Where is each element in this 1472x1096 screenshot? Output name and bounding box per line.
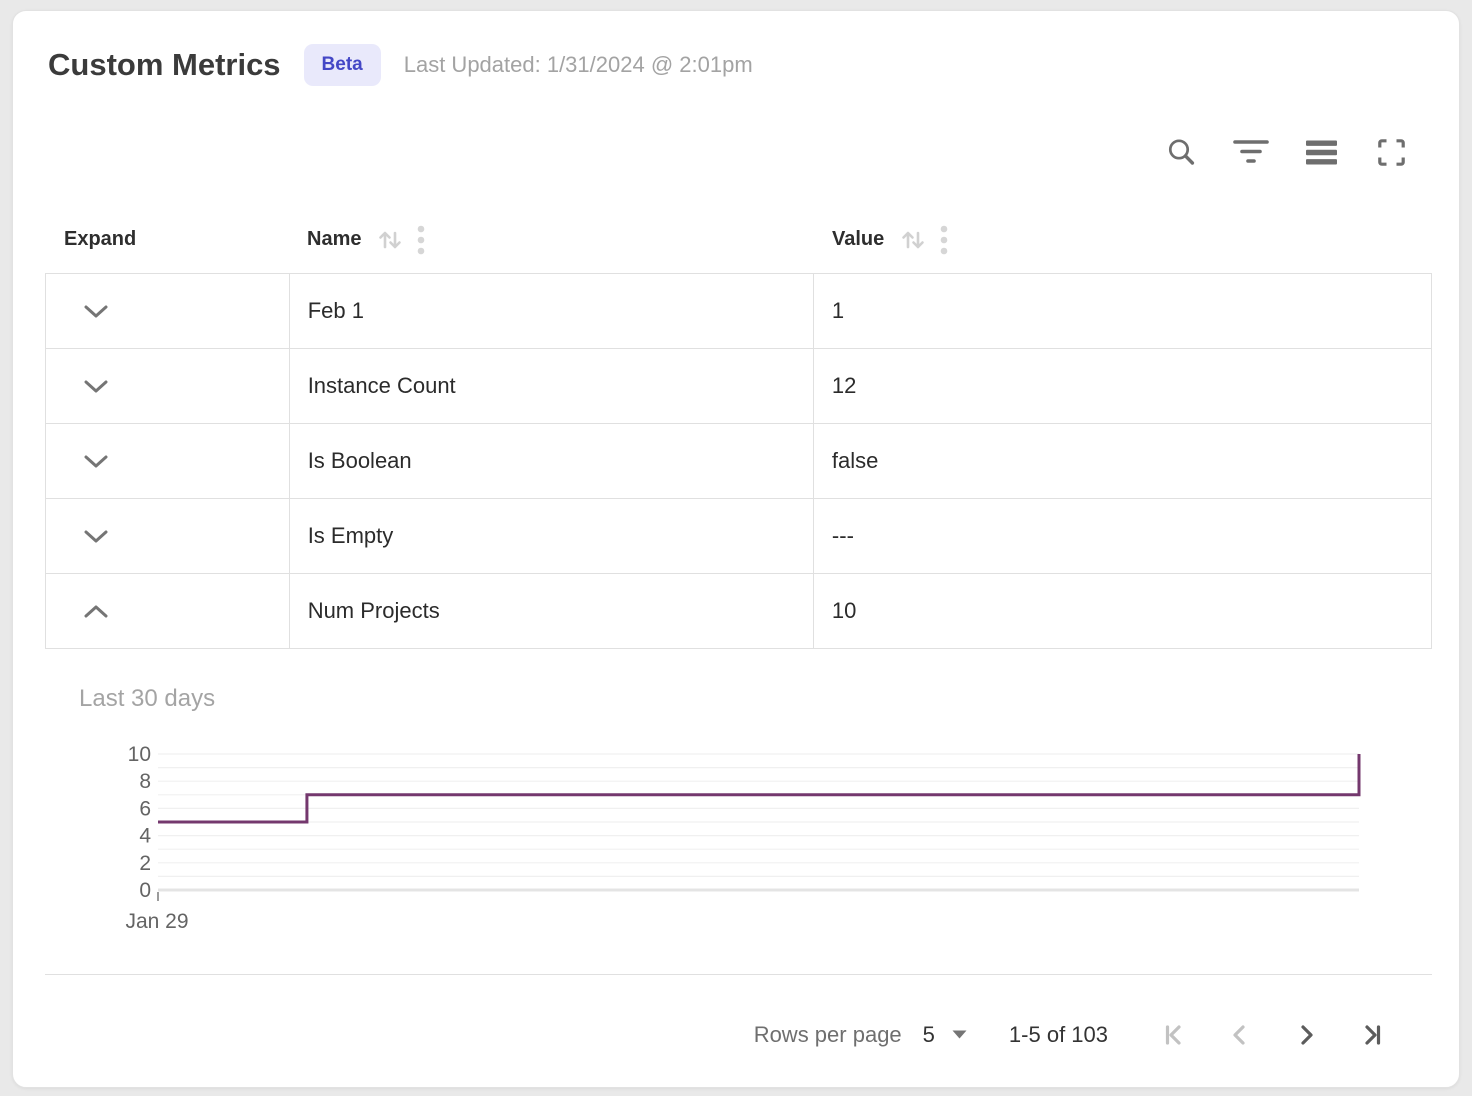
value-cell: ---	[812, 499, 1431, 573]
value-cell: 1	[812, 274, 1431, 348]
svg-text:8: 8	[139, 770, 151, 793]
expand-cell	[46, 574, 289, 648]
previous-page-button	[1220, 1015, 1260, 1055]
page-title: Custom Metrics	[48, 47, 281, 82]
svg-text:10: 10	[128, 743, 151, 766]
name-cell: Feb 1	[288, 274, 813, 348]
svg-text:2: 2	[139, 852, 151, 875]
pagination-controls	[1154, 1015, 1392, 1055]
table-row: Is Boolean false	[46, 424, 1431, 499]
column-header-expand: Expand	[45, 228, 288, 251]
chevron-down-icon	[84, 380, 108, 392]
sort-icon[interactable]	[376, 226, 404, 254]
beta-badge: Beta	[303, 44, 381, 86]
column-header-value[interactable]: Value	[813, 225, 1432, 255]
next-page-button[interactable]	[1286, 1015, 1326, 1055]
fullscreen-button[interactable]	[1370, 131, 1412, 173]
expand-row-button[interactable]	[79, 450, 113, 473]
column-label: Expand	[64, 228, 137, 250]
last-page-icon	[1358, 1021, 1386, 1049]
name-cell: Num Projects	[288, 574, 813, 648]
first-page-button	[1154, 1015, 1194, 1055]
rows-per-page-select[interactable]: 5	[923, 1022, 967, 1048]
svg-text:Jan 29: Jan 29	[125, 910, 188, 933]
custom-metrics-card: Custom Metrics Beta Last Updated: 1/31/2…	[12, 10, 1460, 1088]
caret-down-icon	[952, 1030, 967, 1039]
expand-row-button[interactable]	[79, 300, 113, 323]
expand-cell	[46, 499, 289, 573]
column-header-name[interactable]: Name	[288, 225, 813, 255]
pagination-range-label: 1-5 of 103	[1008, 1021, 1108, 1047]
expand-cell	[46, 424, 289, 498]
column-menu-icon[interactable]	[417, 225, 425, 255]
chart-title: Last 30 days	[79, 685, 216, 712]
value-cell: 10	[812, 574, 1431, 648]
filter-icon	[1233, 138, 1269, 166]
metric-chart: 10 8 6 4 2 0 Jan 29	[125, 743, 1361, 933]
column-label: Value	[832, 228, 885, 250]
value-cell: 12	[812, 349, 1431, 423]
svg-text:0: 0	[139, 879, 151, 902]
search-button[interactable]	[1160, 131, 1202, 173]
first-page-icon	[1160, 1021, 1188, 1049]
table-row: Instance Count 12	[46, 349, 1431, 424]
chevron-down-icon	[84, 455, 108, 467]
name-cell: Is Empty	[288, 499, 813, 573]
rows-per-page-label: Rows per page	[753, 1021, 902, 1047]
svg-text:4: 4	[139, 825, 151, 848]
expand-row-button[interactable]	[79, 375, 113, 398]
expand-cell	[46, 274, 289, 348]
metrics-table: Expand Name Value	[45, 206, 1432, 649]
chevron-down-icon	[84, 530, 108, 542]
table-footer: Rows per page 5 1-5 of 103	[45, 974, 1432, 1088]
last-updated-text: Last Updated: 1/31/2024 @ 2:01pm	[403, 52, 753, 77]
rows-per-page-value: 5	[922, 1021, 935, 1047]
table-row: Feb 1 1	[46, 274, 1431, 349]
search-icon	[1165, 136, 1198, 169]
density-icon	[1305, 139, 1337, 166]
table-row: Is Empty ---	[46, 499, 1431, 574]
chevron-left-icon	[1226, 1021, 1254, 1049]
value-cell: false	[812, 424, 1431, 498]
name-cell: Is Boolean	[288, 424, 813, 498]
sort-icon[interactable]	[899, 226, 927, 254]
name-cell: Instance Count	[288, 349, 813, 423]
filter-button[interactable]	[1230, 131, 1272, 173]
table-header-row: Expand Name Value	[45, 206, 1432, 273]
page-header: Custom Metrics Beta Last Updated: 1/31/2…	[48, 44, 753, 86]
grid-toolbar	[1160, 131, 1412, 173]
table-row: Num Projects 10	[46, 574, 1431, 649]
chevron-up-icon	[84, 605, 108, 617]
expand-cell	[46, 349, 289, 423]
column-menu-icon[interactable]	[940, 225, 948, 255]
svg-text:6: 6	[139, 797, 151, 820]
last-page-button[interactable]	[1352, 1015, 1392, 1055]
expand-row-button[interactable]	[79, 525, 113, 548]
table-body: Feb 1 1 Instance Count 12	[45, 273, 1432, 649]
expand-row-button[interactable]	[79, 600, 113, 623]
fullscreen-icon	[1375, 136, 1408, 169]
chevron-down-icon	[84, 305, 108, 317]
density-button[interactable]	[1300, 131, 1342, 173]
chevron-right-icon	[1292, 1021, 1320, 1049]
column-label: Name	[307, 228, 362, 250]
